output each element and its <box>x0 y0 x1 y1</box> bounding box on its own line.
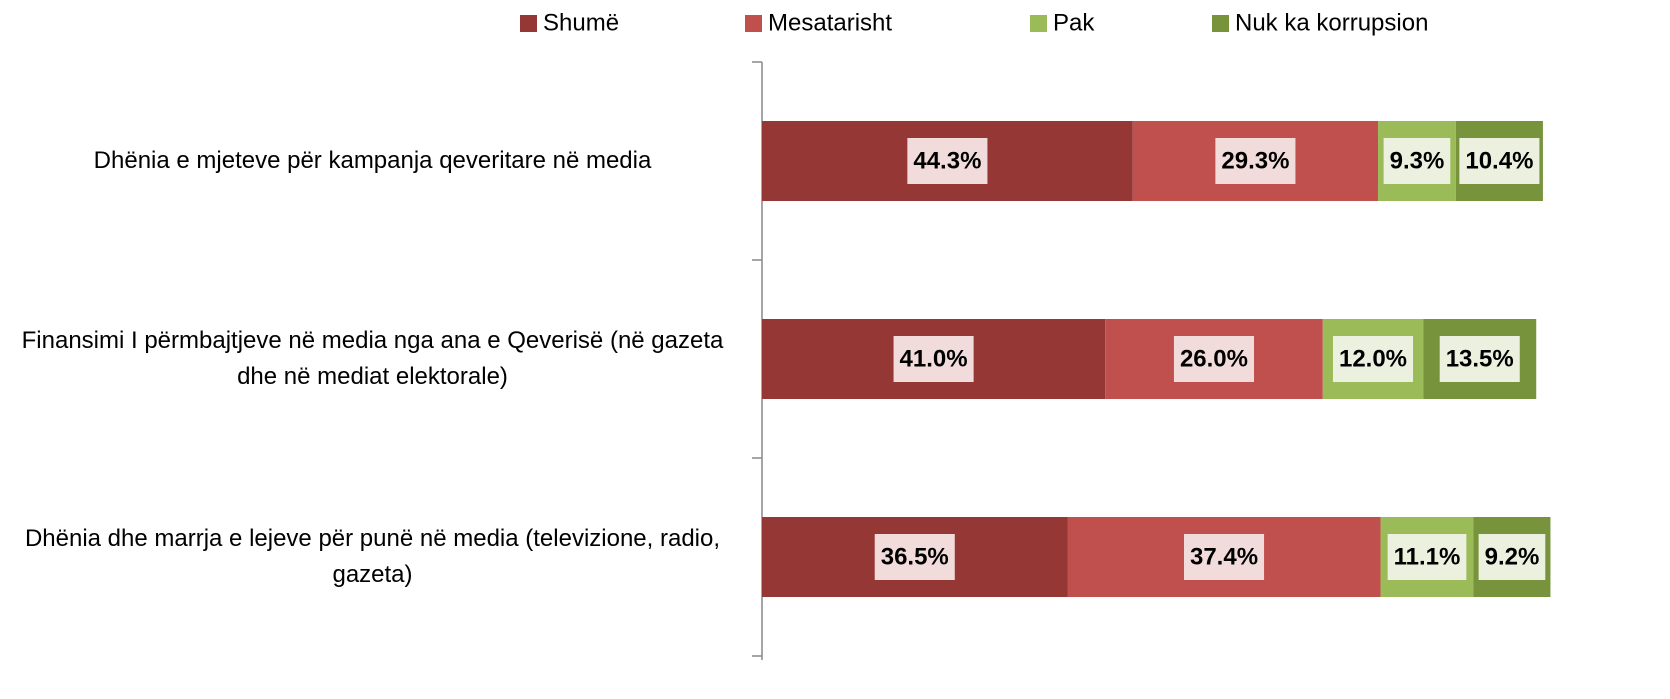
data-label-bg <box>1383 138 1451 184</box>
category-label: Dhënia dhe marrja e lejeve për punë në m… <box>24 525 721 588</box>
data-label-bg <box>1439 336 1520 382</box>
legend-swatch <box>745 15 762 32</box>
legend-label: Nuk ka korrupsion <box>1235 9 1428 36</box>
data-label-bg <box>907 138 988 184</box>
data-label: 37.4% <box>1190 543 1258 570</box>
data-label-bg <box>1173 336 1255 382</box>
legend-swatch <box>1030 15 1047 32</box>
data-label-bg <box>1478 534 1546 580</box>
data-label: 10.4% <box>1465 147 1533 174</box>
legend-swatch <box>520 15 537 32</box>
data-label-bg <box>1183 534 1265 580</box>
data-label-bg <box>1332 336 1414 382</box>
data-label-bg <box>874 534 955 580</box>
data-label: 11.1% <box>1394 543 1461 570</box>
data-label: 44.3% <box>913 147 981 174</box>
category-label: Dhënia e mjeteve për kampanja qeveritare… <box>93 147 652 174</box>
data-label: 29.3% <box>1221 147 1289 174</box>
data-label-bg <box>1387 534 1467 580</box>
legend-swatch <box>1212 15 1229 32</box>
data-label-bg <box>1459 138 1540 184</box>
legend-label: Pak <box>1053 9 1095 36</box>
legend-label: Shumë <box>543 9 619 36</box>
category-label: Finansimi I përmbajtjeve në media nga an… <box>21 327 724 390</box>
data-label: 26.0% <box>1180 345 1248 372</box>
data-label: 13.5% <box>1446 345 1514 372</box>
data-label-bg <box>893 336 974 382</box>
legend-label: Mesatarisht <box>768 9 892 36</box>
data-label-bg <box>1215 138 1296 184</box>
data-label: 41.0% <box>900 345 968 372</box>
data-label: 9.2% <box>1485 543 1540 570</box>
data-label: 9.3% <box>1390 147 1445 174</box>
data-label: 12.0% <box>1339 345 1407 372</box>
data-label: 36.5% <box>881 543 949 570</box>
